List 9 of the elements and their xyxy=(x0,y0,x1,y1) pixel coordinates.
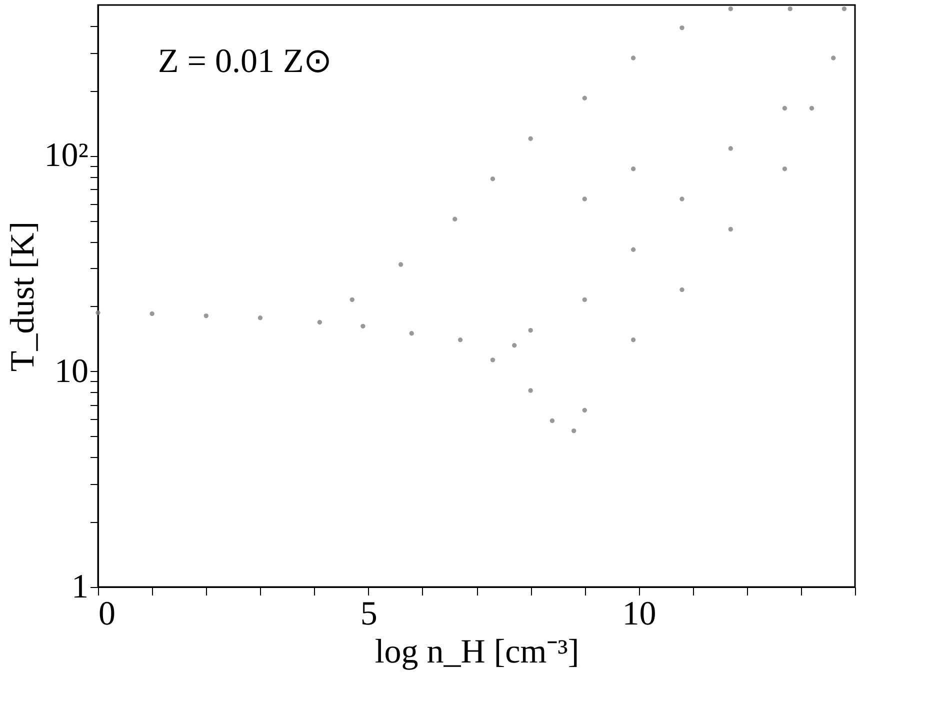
x-tick-label: 0 xyxy=(98,596,116,632)
y-tick-label: 10² xyxy=(44,137,88,174)
y-axis-title: T_dust [K] xyxy=(4,221,42,372)
y-tick-label: 1 xyxy=(72,568,88,606)
x-tick-label: 5 xyxy=(360,596,378,632)
y-tick-label: 10 xyxy=(54,352,88,390)
annotation: Z = 0.01 Z⊙ xyxy=(158,43,332,80)
x-tick-label: 10 xyxy=(622,596,656,632)
x-axis-title: log n_H [cm⁻³] xyxy=(374,634,580,670)
